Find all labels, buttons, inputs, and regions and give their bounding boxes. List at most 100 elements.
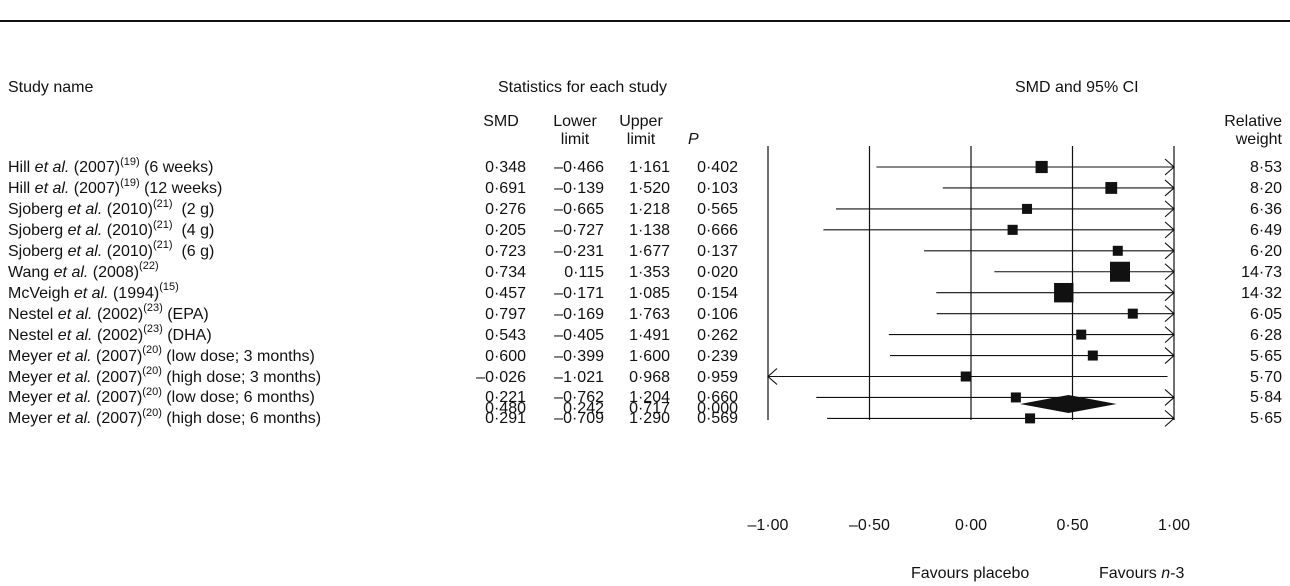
study-weight: 5·70 <box>1249 368 1282 386</box>
study-weight: 6·05 <box>1249 305 1282 323</box>
study-p: 0·402 <box>697 159 738 176</box>
study-weight: 6·20 <box>1249 242 1282 260</box>
ci-arrow-right <box>1164 221 1175 239</box>
study-smd: 0·723 <box>485 242 526 260</box>
study-p: 0·154 <box>697 284 738 302</box>
study-smd: 0·205 <box>485 221 526 239</box>
study-name: Hill et al. (2007)(19) (6 weeks) <box>8 155 214 176</box>
study-lower: –0·466 <box>554 159 604 176</box>
study-name: Meyer et al. (2007)(20) (high dose; 3 mo… <box>8 365 322 386</box>
study-lower: –1·021 <box>554 368 604 386</box>
study-lower: –0·665 <box>554 200 604 218</box>
axis-tick-label: 0·50 <box>1056 517 1088 534</box>
study-upper: 1·290 <box>629 410 670 428</box>
study-smd: –0·026 <box>476 368 526 386</box>
summary-upper: 0·717 <box>629 400 670 417</box>
study-name: Sjoberg et al. (2010)(21) (4 g) <box>8 218 215 239</box>
study-weight: 8·20 <box>1249 179 1282 197</box>
study-marker <box>1025 413 1036 424</box>
study-p: 0·020 <box>697 263 738 281</box>
header-statistics: Statistics for each study <box>498 79 667 96</box>
study-name: Meyer et al. (2007)(20) (low dose; 3 mon… <box>8 344 315 365</box>
study-lower: –0·727 <box>554 221 604 239</box>
study-weight: 14·32 <box>1241 284 1282 302</box>
header-lower-limit: limit <box>560 131 590 148</box>
study-marker <box>960 371 971 382</box>
study-name: Hill et al. (2007)(19) (12 weeks) <box>8 176 223 197</box>
axis-tick-label: –0·50 <box>849 517 890 534</box>
study-name: McVeigh et al. (1994)(15) <box>8 281 179 302</box>
study-weight: 8·53 <box>1249 159 1282 176</box>
study-upper: 1·677 <box>629 242 670 260</box>
study-p: 0·106 <box>697 305 738 323</box>
header-smd-ci: SMD and 95% CI <box>1015 79 1139 96</box>
study-weight: 14·73 <box>1241 263 1282 281</box>
header-upper: Upper <box>619 113 663 130</box>
header-smd: SMD <box>483 113 519 130</box>
study-name: Wang et al. (2008)(22) <box>8 260 159 281</box>
study-marker <box>1105 182 1118 194</box>
study-upper: 0·968 <box>629 368 670 386</box>
study-p: 0·239 <box>697 347 738 365</box>
study-marker <box>1010 392 1021 403</box>
study-lower: –0·405 <box>554 326 604 344</box>
favours-placebo-label: Favours placebo <box>911 565 1030 582</box>
summary-lower: 0·242 <box>563 400 604 417</box>
study-smd: 0·543 <box>485 326 526 344</box>
study-weight: 5·65 <box>1249 410 1282 428</box>
study-weight: 6·28 <box>1249 326 1282 344</box>
study-smd: 0·457 <box>485 284 526 302</box>
study-name: Sjoberg et al. (2010)(21) (6 g) <box>8 239 215 260</box>
study-smd: 0·691 <box>485 179 526 197</box>
study-lower: –0·171 <box>554 284 604 302</box>
top-rule <box>0 20 1290 22</box>
study-smd: 0·348 <box>485 159 526 176</box>
header-weight: weight <box>1235 131 1282 148</box>
study-upper: 1·161 <box>629 159 670 176</box>
ci-arrow-left <box>767 368 778 385</box>
study-p: 0·666 <box>697 221 738 239</box>
study-upper: 1·204 <box>629 389 670 407</box>
study-weight: 6·36 <box>1249 200 1282 218</box>
ci-arrow-right <box>1164 305 1175 323</box>
study-lower: –0·139 <box>554 179 604 197</box>
study-weight: 6·49 <box>1249 221 1282 239</box>
study-marker <box>1022 203 1033 214</box>
study-lower: 0·115 <box>564 263 604 281</box>
study-marker <box>1110 261 1131 282</box>
study-upper: 1·520 <box>629 179 670 197</box>
study-upper: 1·218 <box>629 200 670 218</box>
study-marker <box>1127 308 1138 319</box>
ci-arrow-right <box>1164 242 1175 260</box>
ci-arrow-right <box>1164 389 1175 406</box>
ci-arrow-right <box>1164 284 1175 302</box>
study-name: Meyer et al. (2007)(20) (high dose; 6 mo… <box>8 407 322 428</box>
study-upper: 1·353 <box>629 263 670 281</box>
ci-arrow-right <box>1164 179 1175 197</box>
study-p: 0·660 <box>697 389 738 407</box>
study-marker <box>1007 224 1018 235</box>
ci-arrow-right <box>1164 263 1175 281</box>
header-upper-limit: limit <box>626 131 656 148</box>
favours-n3-label: Favours n-3 <box>1099 565 1185 582</box>
ci-arrow-right <box>1164 158 1175 176</box>
study-smd: 0·276 <box>485 200 526 218</box>
header-p: P <box>688 131 699 148</box>
header-lower: Lower <box>553 113 597 130</box>
study-p: 0·103 <box>697 179 738 197</box>
study-marker <box>1076 329 1087 340</box>
study-upper: 1·763 <box>629 305 670 323</box>
study-name: Nestel et al. (2002)(23) (EPA) <box>8 302 209 323</box>
ci-arrow-right <box>1164 326 1175 344</box>
study-p: 0·262 <box>697 326 738 344</box>
axis-tick-label: 1·00 <box>1158 517 1190 534</box>
study-lower: –0·231 <box>554 242 604 260</box>
study-weight: 5·65 <box>1249 347 1282 365</box>
study-smd: 0·797 <box>485 305 526 323</box>
study-upper: 1·600 <box>629 347 670 365</box>
ci-arrow-right <box>1164 200 1175 218</box>
axis-tick-label: –1·00 <box>748 517 789 534</box>
study-smd: 0·221 <box>485 389 526 407</box>
study-name: Sjoberg et al. (2010)(21) (2 g) <box>8 197 215 218</box>
